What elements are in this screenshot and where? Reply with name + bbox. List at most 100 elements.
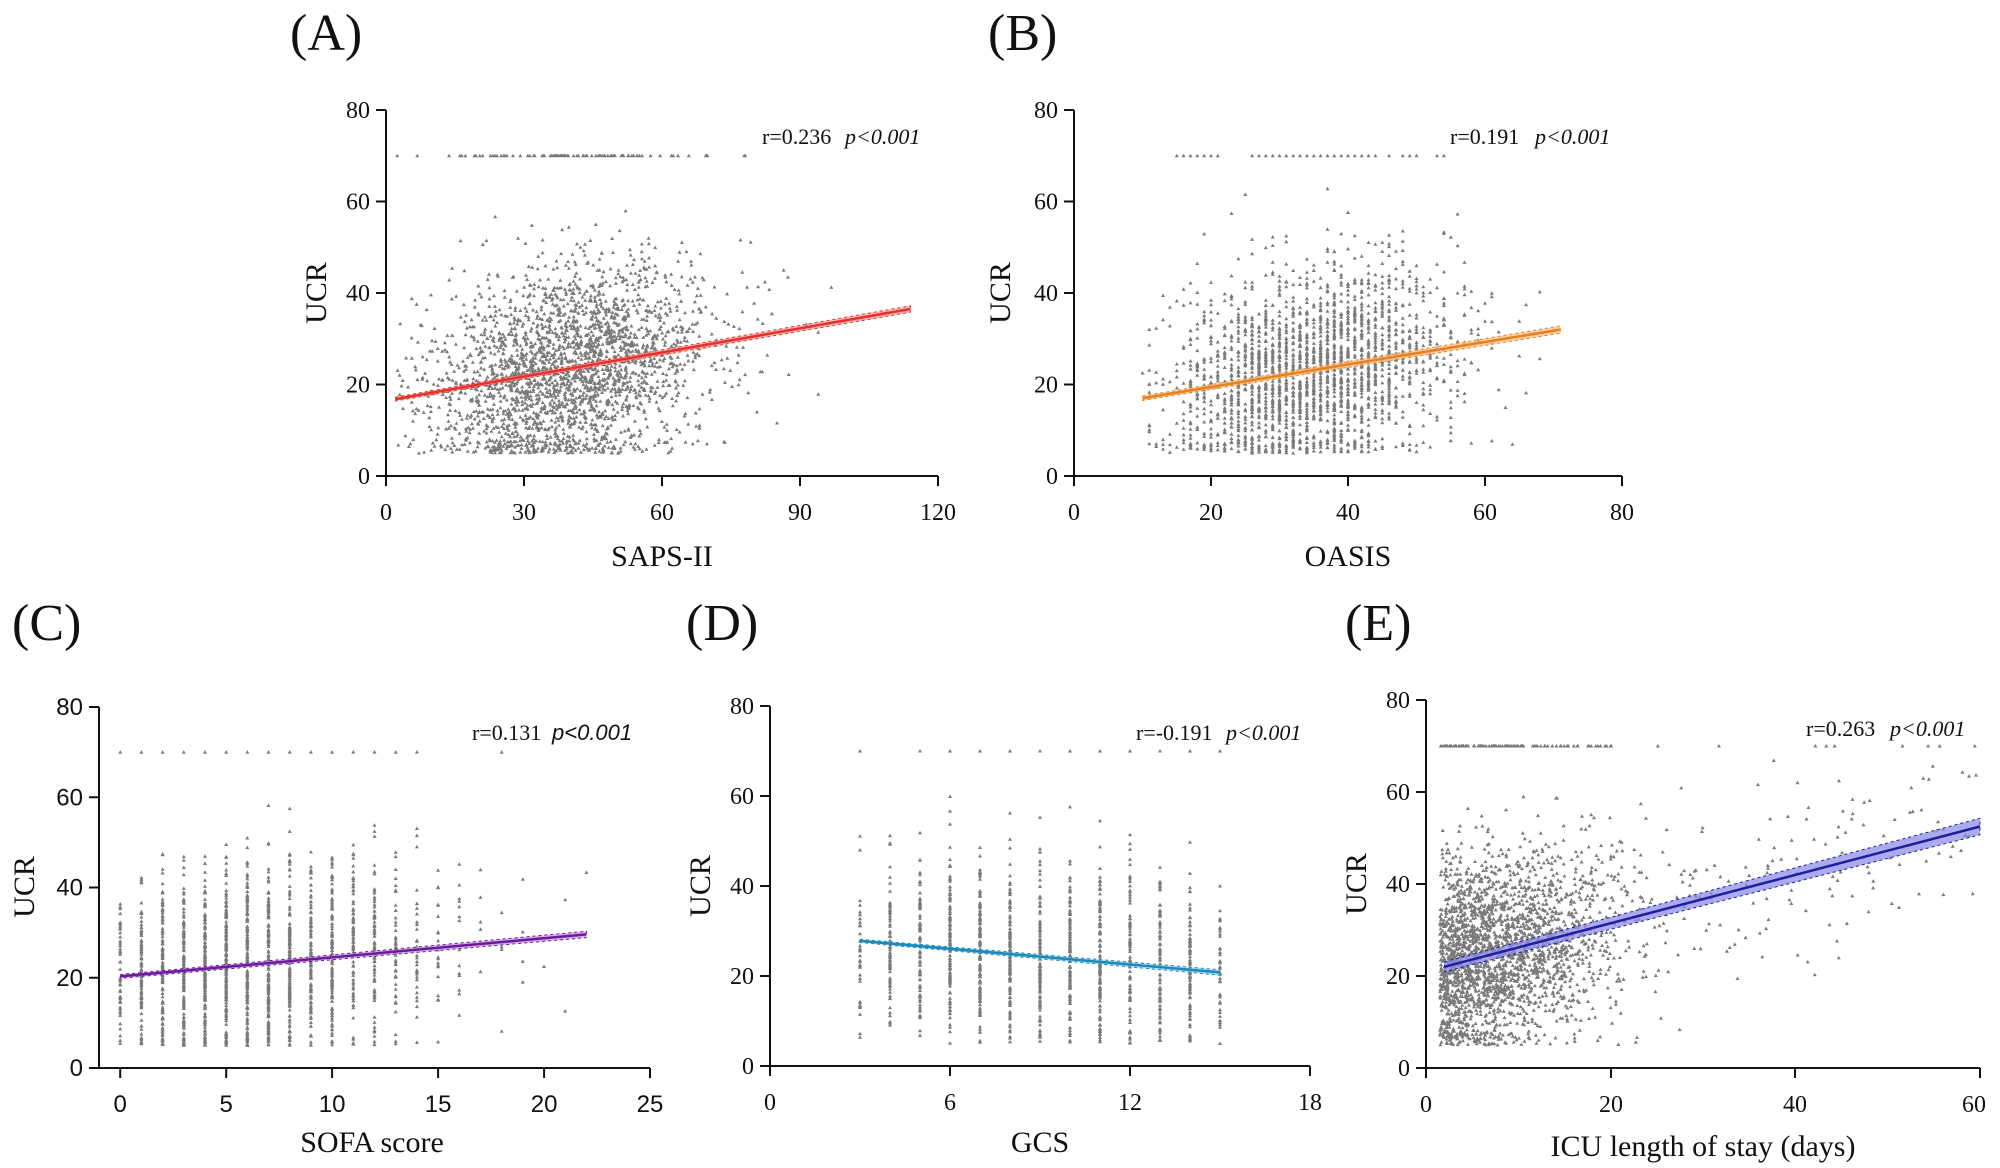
panel-c-ytick-label: 0: [70, 1055, 83, 1082]
panel-c-ytick-label: 60: [56, 784, 83, 811]
panel-a-xtick-label: 90: [788, 500, 812, 526]
panel-d-x-ticks: 0 6 12 18: [764, 1066, 1322, 1116]
panel-a-x-axis-title: SAPS-II: [611, 540, 713, 573]
panel-d-xtick-label: 6: [944, 1090, 956, 1116]
panel-a-xtick-label: 0: [380, 500, 392, 526]
panel-b-x-axis-title: OASIS: [1305, 540, 1392, 573]
panel-e: (E) r=0.263 p<0.001 0 20 40 60 80 0 20 4…: [1340, 595, 1986, 1163]
panel-b-xtick-label: 40: [1336, 500, 1360, 526]
panel-a-scatter-points: [395, 153, 834, 455]
panel-e-r-label: r=0.263: [1806, 716, 1875, 741]
panel-a-y-ticks: 0 20 40 60 80: [346, 98, 386, 490]
panel-e-y-ticks: 0 20 40 60 80: [1386, 688, 1426, 1082]
panel-d: (D) r=-0.191 p<0.001 0 20 40 60 80 0 6 1…: [684, 595, 1322, 1159]
panel-b-point-markers: [1140, 153, 1542, 455]
panel-a-ytick-label: 0: [358, 464, 370, 490]
panel-c-y-axis-title: UCR: [8, 856, 41, 918]
panel-c-xtick-label: 5: [220, 1091, 233, 1118]
panel-e-ytick-label: 20: [1386, 964, 1410, 990]
panel-b-ytick-label: 60: [1034, 190, 1058, 216]
panel-d-ytick-label: 80: [730, 694, 754, 720]
panel-a-xtick-label: 30: [512, 500, 536, 526]
panel-e-x-ticks: 0 20 40 60: [1420, 1068, 1986, 1118]
panel-b-y-axis-title: UCR: [984, 262, 1017, 324]
panel-b-ytick-label: 80: [1034, 98, 1058, 124]
panel-a-y-axis-title: UCR: [300, 262, 333, 324]
panel-d-ytick-label: 20: [730, 964, 754, 990]
panel-c: (C) r=0.131 p<0.001 0 20 40 60 80 0: [8, 595, 663, 1159]
panel-c-point-markers: [118, 750, 589, 1047]
panel-e-ytick-label: 40: [1386, 872, 1410, 898]
panel-b-label: (B): [988, 5, 1057, 62]
panel-d-xtick-label: 12: [1118, 1090, 1142, 1116]
panel-a-point-markers: [395, 153, 834, 455]
panel-d-label: (D): [686, 595, 758, 652]
panel-a-ytick-label: 80: [346, 98, 370, 124]
panel-b-xtick-label: 20: [1199, 500, 1223, 526]
panel-d-y-axis-title: UCR: [684, 855, 717, 917]
panel-d-xtick-label: 0: [764, 1090, 776, 1116]
panel-c-xtick-label: 25: [637, 1091, 664, 1118]
panel-a-label: (A): [290, 5, 362, 62]
panel-b-xtick-label: 80: [1610, 500, 1634, 526]
panel-b-scatter-points: [1140, 153, 1542, 455]
panel-d-ytick-label: 40: [730, 874, 754, 900]
panel-b-p-label: p<0.001: [1533, 124, 1610, 149]
panel-c-r-label: r=0.131: [472, 720, 541, 745]
panel-b: (B) r=0.191 p<0.001 0 20 40 60 80 0 20: [984, 5, 1634, 573]
panel-c-ytick-label: 20: [56, 965, 83, 992]
panel-c-xtick-label: 15: [425, 1091, 452, 1118]
panel-a: (A) r=0.236 p<0.001 0 20 40 60 80 0 30: [290, 5, 956, 573]
panel-a-ytick-label: 60: [346, 190, 370, 216]
panel-e-ytick-label: 0: [1398, 1056, 1410, 1082]
panel-c-xtick-label: 10: [319, 1091, 346, 1118]
panel-c-y-ticks: 0 20 40 60 80: [56, 694, 99, 1082]
panel-b-xtick-label: 60: [1473, 500, 1497, 526]
panel-d-ytick-label: 0: [742, 1054, 754, 1080]
panel-e-x-axis-title: ICU length of stay (days): [1551, 1130, 1856, 1163]
panel-e-ytick-label: 60: [1386, 780, 1410, 806]
panel-a-p-label: p<0.001: [843, 124, 920, 149]
panel-c-ytick-label: 80: [56, 694, 83, 721]
panel-b-x-ticks: 0 20 40 60 80: [1068, 476, 1634, 526]
panel-d-y-ticks: 0 20 40 60 80: [730, 694, 770, 1080]
panel-d-fit-line: [859, 939, 1221, 974]
panel-c-label: (C): [12, 595, 81, 652]
panel-c-ytick-label: 40: [56, 875, 83, 902]
panel-d-p-label: p<0.001: [1224, 720, 1301, 745]
panel-e-y-axis-title: UCR: [1340, 853, 1373, 915]
panel-c-xtick-label: 20: [531, 1091, 558, 1118]
panel-b-fit-line: [1142, 328, 1561, 400]
panel-e-xtick-label: 40: [1783, 1092, 1807, 1118]
panel-a-r-label: r=0.236: [762, 124, 831, 149]
panel-a-ytick-label: 40: [346, 281, 370, 307]
panel-b-y-ticks: 0 20 40 60 80: [1034, 98, 1074, 490]
panel-d-xtick-label: 18: [1298, 1090, 1322, 1116]
panel-e-ytick-label: 80: [1386, 688, 1410, 714]
panel-d-point-markers: [858, 749, 1222, 1045]
panel-d-x-axis-title: GCS: [1011, 1126, 1069, 1159]
panel-c-p-label: p<0.001: [551, 720, 632, 745]
panel-a-xtick-label: 120: [920, 500, 956, 526]
panel-e-xtick-label: 20: [1599, 1092, 1623, 1118]
panel-d-r-label: r=-0.191: [1136, 720, 1213, 745]
panel-e-fit-line: [1444, 825, 1981, 969]
panel-c-x-axis-title: SOFA score: [300, 1126, 444, 1159]
panel-b-r-label: r=0.191: [1450, 124, 1519, 149]
panel-d-ytick-label: 60: [730, 784, 754, 810]
panel-e-xtick-label: 0: [1420, 1092, 1432, 1118]
panel-c-x-ticks: 0 5 10 15 20 25: [114, 1068, 664, 1118]
panel-b-ytick-label: 40: [1034, 281, 1058, 307]
panel-a-fit-line: [394, 307, 911, 401]
panel-a-xtick-label: 60: [650, 500, 674, 526]
panel-b-xtick-label: 0: [1068, 500, 1080, 526]
panel-b-ytick-label: 0: [1046, 464, 1058, 490]
panel-c-fit-line: [120, 933, 587, 978]
panel-d-scatter-points: [858, 749, 1222, 1045]
panel-b-ytick-label: 20: [1034, 373, 1058, 399]
panel-e-xtick-label: 60: [1962, 1092, 1986, 1118]
panel-c-xtick-label: 0: [114, 1091, 127, 1118]
panel-e-label: (E): [1345, 595, 1411, 652]
panel-a-x-ticks: 0 30 60 90 120: [380, 476, 956, 526]
